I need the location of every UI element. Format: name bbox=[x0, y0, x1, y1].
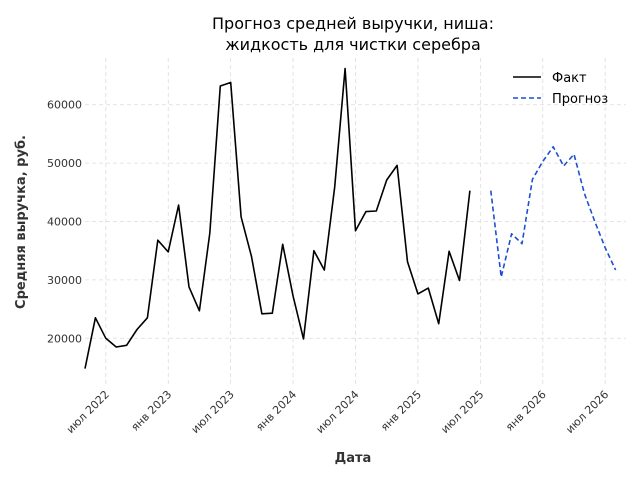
y-axis-ticks: 20000 30000 40000 50000 60000 bbox=[47, 99, 82, 346]
y-tick-label: 60000 bbox=[47, 99, 82, 112]
chart-title-line-1: Прогноз средней выручки, ниша: bbox=[212, 14, 494, 33]
x-tick-label: янв 2024 bbox=[253, 388, 299, 434]
series-line-forecast bbox=[490, 146, 617, 278]
chart-title-line-2: жидкость для чистки серебра bbox=[225, 35, 481, 54]
legend-label-fact: Факт bbox=[552, 71, 587, 86]
y-tick-label: 50000 bbox=[47, 157, 82, 170]
x-tick-label: июл 2025 bbox=[438, 388, 486, 436]
x-axis-ticks: июл 2022 янв 2023 июл 2023 янв 2024 июл 2024… bbox=[64, 388, 611, 436]
x-tick-label: янв 2025 bbox=[378, 388, 424, 434]
x-tick-label: июл 2026 bbox=[563, 388, 611, 436]
x-tick-label: июл 2023 bbox=[189, 388, 237, 436]
x-tick-label: июл 2024 bbox=[314, 388, 362, 436]
y-tick-label: 30000 bbox=[47, 274, 82, 287]
y-tick-label: 40000 bbox=[47, 216, 82, 229]
x-tick-label: июл 2022 bbox=[64, 388, 112, 436]
y-tick-label: 20000 bbox=[47, 332, 82, 345]
legend-label-forecast: Прогноз bbox=[552, 92, 608, 107]
series-line-fact bbox=[84, 67, 471, 369]
legend: Факт Прогноз bbox=[513, 71, 608, 107]
y-axis-label: Средняя выручка, руб. bbox=[14, 135, 29, 309]
x-tick-label: янв 2023 bbox=[129, 388, 175, 434]
series bbox=[84, 67, 617, 369]
x-axis-label: Дата bbox=[335, 451, 372, 466]
x-tick-label: янв 2026 bbox=[503, 388, 549, 434]
